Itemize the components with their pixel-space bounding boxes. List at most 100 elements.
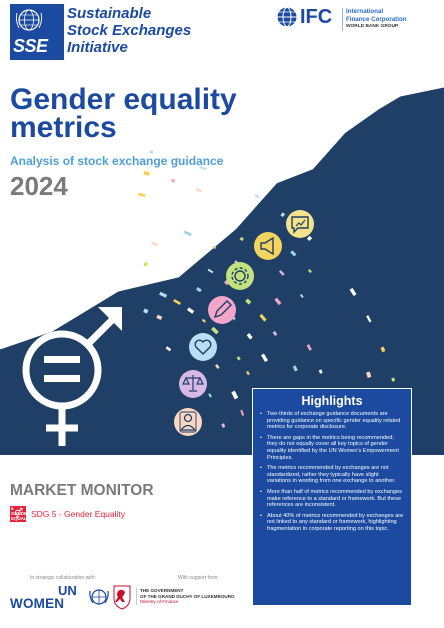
confetti-mark xyxy=(245,298,252,305)
collab-label: In strategic collaboration with: xyxy=(30,575,96,581)
confetti-mark xyxy=(212,245,217,250)
ifc-text: International Finance Corporation WORLD … xyxy=(342,8,407,31)
confetti-mark xyxy=(207,268,214,274)
un-globe-icon xyxy=(15,9,43,31)
confetti-mark xyxy=(211,326,219,335)
sse-logo: SSE Sustainable Stock Exchanges Initiati… xyxy=(10,4,191,60)
confetti-mark xyxy=(274,297,282,306)
trend-line xyxy=(0,84,444,350)
confetti-mark xyxy=(137,192,146,198)
confetti-mark xyxy=(159,291,168,298)
page-subtitle: Analysis of stock exchange guidance xyxy=(10,154,224,168)
ifc-line: Finance Corporation xyxy=(346,15,407,23)
highlights-box: Highlights Two-thirds of exchange guidan… xyxy=(252,388,412,606)
lux-line: OF THE GRAND DUCHY OF LUXEMBOURG xyxy=(140,593,235,599)
gear-icon xyxy=(226,262,254,290)
confetti-mark xyxy=(240,409,245,416)
confetti-mark xyxy=(221,423,226,428)
page-title: Gender equality metrics xyxy=(10,85,237,144)
confetti-mark xyxy=(239,236,244,242)
dark-mountain-shape xyxy=(0,86,444,455)
sdg-tile-number: 5 GENDER EQUALITY xyxy=(11,506,34,521)
confetti-mark xyxy=(290,250,297,257)
confetti-mark xyxy=(149,150,154,154)
highlight-item: The metrics recommended by exchanges are… xyxy=(260,465,404,485)
highlight-item: More than half of metrics recommended by… xyxy=(260,489,404,509)
confetti-mark xyxy=(254,194,260,199)
sse-name-line: Stock Exchanges xyxy=(67,22,192,39)
person-icon xyxy=(174,408,202,436)
lion-crest-icon xyxy=(113,585,131,610)
lux-line: THE GOVERNMENT xyxy=(140,588,184,593)
highlight-item: Two-thirds of exchange guidance document… xyxy=(260,411,404,431)
pencil-icon xyxy=(208,296,236,324)
scales-icon xyxy=(179,370,207,398)
confetti-mark xyxy=(349,287,357,297)
sse-name-line: Sustainable xyxy=(67,5,152,22)
confetti-mark xyxy=(143,308,149,314)
ifc-logo: IFC International Finance Corporation WO… xyxy=(276,6,440,36)
confetti-mark xyxy=(380,346,386,353)
title-line: metrics xyxy=(10,111,117,144)
confetti-mark xyxy=(366,371,372,378)
report-year: 2024 xyxy=(10,171,68,201)
women-text: WOMEN xyxy=(10,596,65,611)
confetti-mark xyxy=(261,353,268,363)
highlight-item: About 40% of metrics recommended by exch… xyxy=(260,513,404,533)
confetti-mark xyxy=(259,313,267,322)
confetti-mark xyxy=(299,293,304,298)
lux-ministry: Ministry of Finance xyxy=(140,599,179,605)
sdg-label: SDG 5 - Gender Equality xyxy=(31,509,126,519)
confetti-mark xyxy=(214,364,220,369)
confetti-mark xyxy=(143,170,150,176)
ifc-mark: IFC xyxy=(300,6,333,28)
sse-abbr: SSE xyxy=(13,36,48,56)
confetti-mark xyxy=(208,393,212,398)
confetti-mark xyxy=(246,333,253,340)
sse-name-line: Initiative xyxy=(67,39,128,56)
confetti-mark xyxy=(306,235,313,242)
confetti-mark xyxy=(151,241,158,247)
confetti-mark xyxy=(165,346,172,352)
gender-equality-symbol xyxy=(22,307,122,446)
confetti-mark xyxy=(195,187,202,193)
confetti-mark xyxy=(272,330,278,337)
highlight-item: There are gaps in the metrics being reco… xyxy=(260,435,404,461)
confetti-mark xyxy=(156,314,163,321)
confetti-mark xyxy=(366,315,372,323)
support-label: With support from: xyxy=(178,575,219,581)
ifc-line: International xyxy=(346,8,384,15)
confetti-mark xyxy=(246,370,250,376)
ifc-group: WORLD BANK GROUP xyxy=(346,24,399,29)
heart-icon xyxy=(189,333,217,361)
confetti-mark xyxy=(223,279,230,286)
sdg-row: 5 GENDER EQUALITY ⚥ SDG 5 - Gender Equal… xyxy=(10,506,210,526)
market-monitor-label: MARKET MONITOR xyxy=(10,482,154,499)
un-women-logo: UN WOMEN xyxy=(10,583,110,613)
un-text: UN xyxy=(58,583,77,598)
confetti-mark xyxy=(231,390,239,400)
luxembourg-logo: THE GOVERNMENT OF THE GRAND DUCHY OF LUX… xyxy=(112,584,242,612)
confetti-mark xyxy=(201,318,206,323)
un-emblem-icon xyxy=(89,589,109,605)
highlights-title: Highlights xyxy=(301,394,363,408)
confetti-mark xyxy=(183,230,192,237)
megaphone-icon xyxy=(254,232,282,260)
confetti-mark xyxy=(175,157,183,162)
confetti-mark xyxy=(143,261,148,267)
world-globe-icon xyxy=(277,7,297,27)
confetti-mark xyxy=(199,165,207,171)
confetti-mark xyxy=(236,356,241,361)
confetti-mark xyxy=(171,178,176,183)
confetti-mark xyxy=(173,299,181,305)
sse-badge: SSE xyxy=(10,4,64,60)
chat-icon xyxy=(286,210,314,238)
confetti-mark xyxy=(318,369,323,374)
confetti-mark xyxy=(306,344,312,351)
confetti-mark xyxy=(280,212,286,218)
confetti-mark xyxy=(278,270,285,276)
confetti-mark xyxy=(292,365,298,372)
confetti-mark xyxy=(186,307,195,314)
